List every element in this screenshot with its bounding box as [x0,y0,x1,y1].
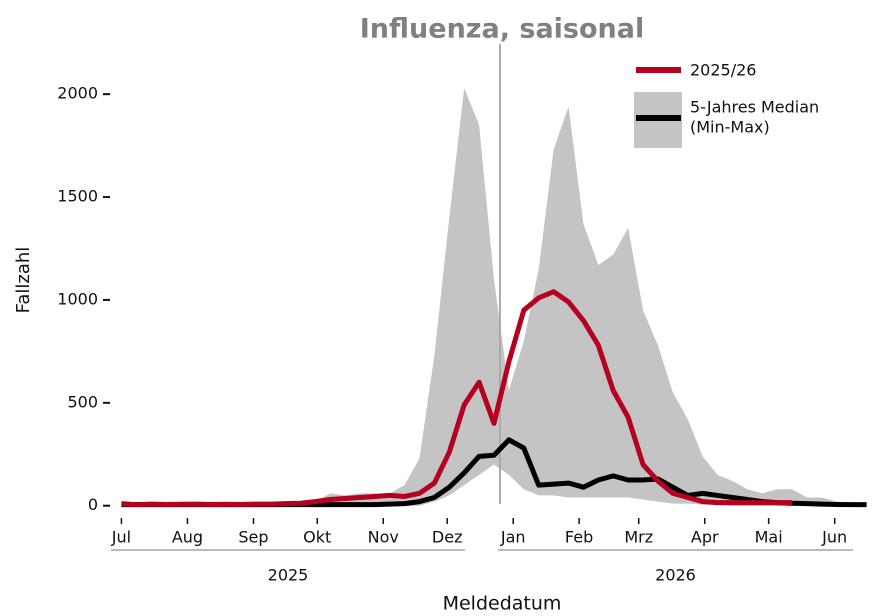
range-band [121,87,867,506]
x-tick-label: Feb [565,528,593,547]
series-line [121,289,793,508]
x-tick-label: Apr [691,528,719,547]
legend-label: 2025/26 [690,61,756,80]
legend-label: (Min-Max) [690,118,770,137]
x-tick-label: Nov [368,528,399,547]
legend-label: 5-Jahres Median [690,98,819,117]
y-axis-label: Fallzahl [13,247,34,314]
y-tick-label: 1500 [57,187,98,206]
y-tick-label: 2000 [57,84,98,103]
year-label: 2025 [268,566,309,585]
x-tick-label: Okt [303,528,331,547]
chart-title: Influenza, saisonal [360,14,645,45]
y-tick-label: 1000 [57,289,98,308]
x-tick-label: Aug [172,528,203,547]
x-tick-label: Dez [432,528,463,547]
y-tick-label: 0 [88,495,98,514]
x-tick-label: Mai [755,528,783,547]
x-tick-label: Jan [500,528,526,547]
y-tick-label: 500 [67,392,98,411]
year-label: 2026 [655,566,696,585]
x-tick-label: Mrz [624,528,653,547]
x-axis-label: Meldedatum [443,593,562,615]
x-tick-label: Jul [111,528,131,547]
x-tick-label: Jun [821,528,847,547]
x-tick-label: Sep [238,528,268,547]
